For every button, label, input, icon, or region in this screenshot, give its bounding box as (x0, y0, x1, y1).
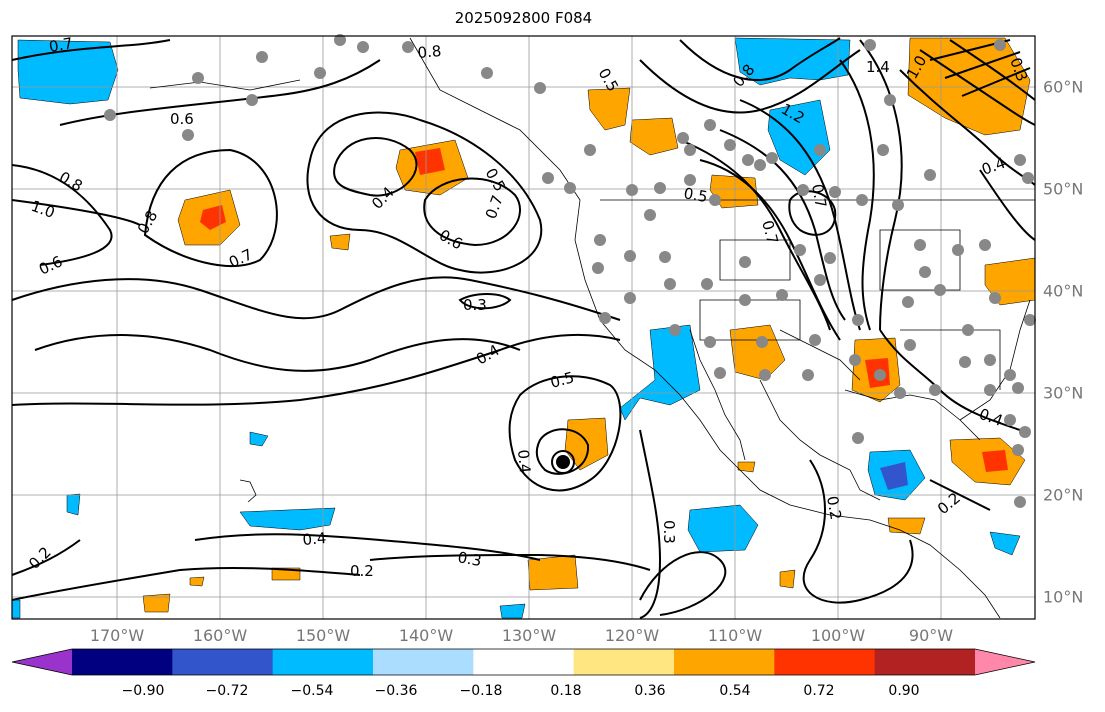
colorbar-tick: −0.54 (290, 683, 334, 699)
orange-patch (729, 324, 786, 381)
colorbar-segment (975, 649, 1035, 675)
colorbar-outline (11, 648, 1036, 676)
orange-patch (329, 233, 351, 251)
coastlines (149, 37, 1035, 619)
map-background (12, 36, 1035, 619)
orange-patch (527, 554, 579, 591)
orange-patch (887, 517, 926, 535)
colorbar-segment (72, 649, 173, 675)
colorbar-tick: −0.36 (374, 683, 418, 699)
blue-patch (239, 507, 336, 531)
colorbar-segment (473, 649, 575, 675)
contour-label: 0.5 (548, 368, 576, 392)
colorbar-segment (774, 649, 876, 675)
blue-patch (66, 493, 81, 516)
colorbar-tick: −0.90 (121, 683, 165, 699)
lon-label: 130°W (501, 626, 557, 645)
red-patch (200, 205, 226, 230)
contour-label: 0.2 (350, 562, 374, 580)
red-patch (415, 148, 445, 175)
contour-label: 0.7 (808, 183, 830, 210)
orange-patch (779, 569, 796, 589)
colorbar-tick: 0.54 (719, 683, 751, 699)
colorbar-segment (12, 649, 72, 675)
contours (11, 37, 1036, 619)
colorbar-tick: −0.72 (205, 683, 249, 699)
contour-label: 0.8 (417, 42, 442, 62)
blue-patch (989, 531, 1021, 556)
contour-label: 0.3 (660, 520, 678, 544)
cyclone-center (551, 450, 575, 474)
colorbar-segment (172, 649, 274, 675)
blue-patch (767, 99, 831, 176)
blue-patch (499, 603, 526, 619)
blue-patch (880, 462, 908, 490)
contour-label: 0.4 (302, 529, 327, 549)
lon-label: 90°W (908, 626, 954, 645)
colorbar-tick: 0.36 (634, 683, 666, 699)
blue-patch (619, 324, 701, 421)
blue-patch (687, 504, 759, 553)
orange-patch (737, 461, 756, 473)
colorbar-segment (573, 649, 675, 675)
orange-patch (271, 567, 301, 581)
map-title: 2025092800 F084 (454, 9, 593, 27)
colorbar-segment (874, 649, 976, 675)
lat-label: 10°N (1043, 587, 1084, 607)
lat-label: 20°N (1043, 485, 1084, 505)
station-dots (104, 34, 1036, 508)
colorbar-tick: −0.18 (459, 683, 503, 699)
blue-patch (11, 599, 21, 619)
contour-label: 0.4 (514, 449, 534, 474)
lon-label: 110°W (707, 626, 763, 645)
contour-label: 0.7 (48, 34, 75, 56)
lon-label: 170°W (89, 626, 145, 645)
colorbar-segment (373, 649, 474, 675)
colorbar-tick: 0.90 (888, 683, 920, 699)
colorbar-segment (272, 649, 374, 675)
contour-label: 0.6 (170, 110, 194, 128)
lat-label: 30°N (1043, 383, 1084, 403)
lon-label: 150°W (295, 626, 351, 645)
orange-patch (189, 576, 205, 587)
map-frame (11, 35, 1036, 620)
lat-label: 60°N (1043, 77, 1084, 97)
lon-label: 100°W (810, 626, 866, 645)
orange-patch (587, 87, 631, 131)
contour-label: 0.3 (463, 296, 487, 314)
orange-patch (142, 593, 171, 613)
contour-label: 1.4 (866, 58, 890, 76)
blue-patch (249, 431, 269, 447)
orange-patch (629, 117, 679, 156)
contour-label: 0.3 (456, 548, 483, 570)
colorbar (11, 648, 1036, 676)
contour-label: 0.2 (823, 495, 845, 522)
lon-label: 120°W (604, 626, 660, 645)
contour-label: 0.5 (682, 184, 709, 206)
colorbar-tick: 0.18 (550, 683, 582, 699)
lat-label: 50°N (1043, 179, 1084, 199)
red-patch (982, 450, 1008, 472)
lon-label: 140°W (398, 626, 454, 645)
colorbar-segment (674, 649, 775, 675)
contour-label: 0.7 (758, 218, 782, 246)
lon-label: 160°W (192, 626, 248, 645)
lat-label: 40°N (1043, 281, 1084, 301)
colorbar-tick: 0.72 (803, 683, 835, 699)
